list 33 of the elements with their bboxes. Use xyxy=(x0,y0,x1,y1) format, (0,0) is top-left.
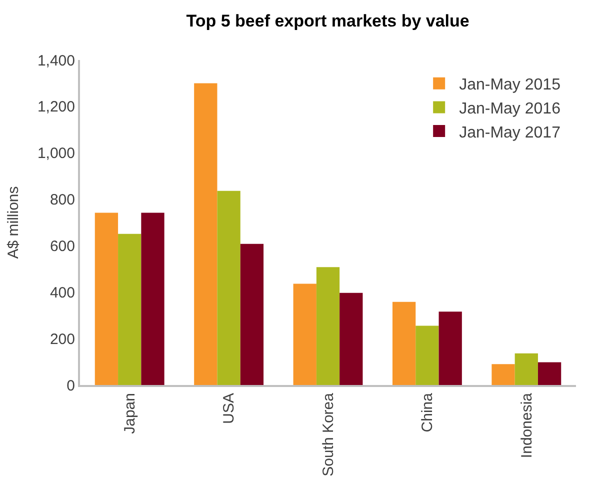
y-tick-label: 0 xyxy=(66,377,75,394)
bar xyxy=(94,212,118,385)
bar xyxy=(217,190,240,385)
legend-label: Jan-May 2016 xyxy=(459,100,561,118)
y-tick-label: 1,200 xyxy=(37,98,75,116)
y-axis-title: A$ millions xyxy=(5,186,22,259)
bar xyxy=(141,212,164,385)
y-tick-label: 400 xyxy=(50,284,75,302)
bar xyxy=(316,267,340,385)
bar xyxy=(492,364,515,385)
bar xyxy=(240,244,264,385)
x-tick-label: Japan xyxy=(121,393,138,434)
legend-label: Jan-May 2015 xyxy=(459,76,561,94)
x-tick-label: China xyxy=(419,392,436,432)
legend-label: Jan-May 2017 xyxy=(459,124,561,142)
bar xyxy=(416,326,439,385)
chart-title: Top 5 beef export markets by value xyxy=(186,12,470,31)
y-tick-label: 200 xyxy=(50,330,75,348)
bar xyxy=(514,353,538,385)
bar xyxy=(538,362,562,385)
bar xyxy=(293,284,316,385)
x-tick-label: Indonesia xyxy=(518,392,536,458)
y-tick-label: 1,000 xyxy=(37,145,75,162)
bar xyxy=(118,234,142,385)
bar xyxy=(340,292,363,385)
bar xyxy=(194,83,218,385)
y-tick-label: 600 xyxy=(50,238,75,255)
x-tick-label: USA xyxy=(220,393,238,424)
bar xyxy=(438,312,462,385)
bar xyxy=(392,302,416,385)
y-tick-label: 1,400 xyxy=(37,52,75,70)
y-tick-label: 800 xyxy=(50,192,75,209)
x-tick-label: South Korea xyxy=(320,392,337,476)
